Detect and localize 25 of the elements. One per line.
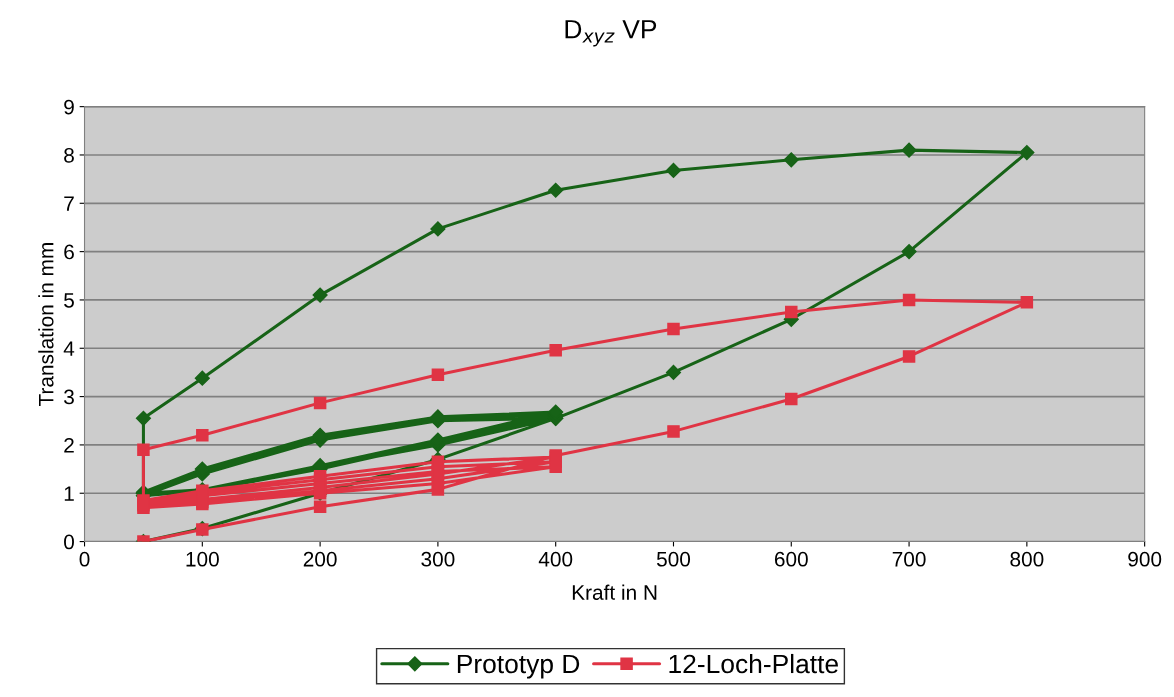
y-tick-label: 2 [64, 437, 74, 453]
x-axis-title: Kraft in N [572, 584, 657, 600]
y-tick-label: 0 [64, 534, 74, 550]
x-tick-label: 0 [79, 551, 90, 567]
x-tick-label: 700 [892, 551, 926, 567]
x-tick-label: 200 [303, 551, 337, 567]
y-tick-label: 6 [64, 244, 74, 260]
y-tick-label: 3 [64, 389, 74, 405]
x-tick-label: 500 [656, 551, 691, 567]
x-tick-label: 400 [538, 551, 573, 567]
y-axis-title: Translation in mm [38, 243, 54, 407]
legend-label: 12-Loch-Platte [669, 653, 838, 674]
y-tick-label: 7 [64, 196, 74, 211]
x-tick-label: 300 [421, 551, 455, 567]
y-tick-label: 1 [64, 486, 74, 501]
x-tick-label: 600 [774, 551, 808, 567]
chart-title: D$_{xyz}$ VP [565, 20, 657, 47]
legend-label: Prototyp D [457, 654, 580, 679]
x-tick-label: 900 [1128, 551, 1162, 567]
x-tick-label: 800 [1010, 551, 1044, 567]
y-tick-label: 4 [63, 341, 75, 356]
x-tick-label: 100 [186, 551, 219, 567]
y-tick-label: 8 [64, 147, 74, 163]
y-tick-label: 5 [64, 293, 74, 308]
y-tick-label: 9 [64, 99, 74, 115]
